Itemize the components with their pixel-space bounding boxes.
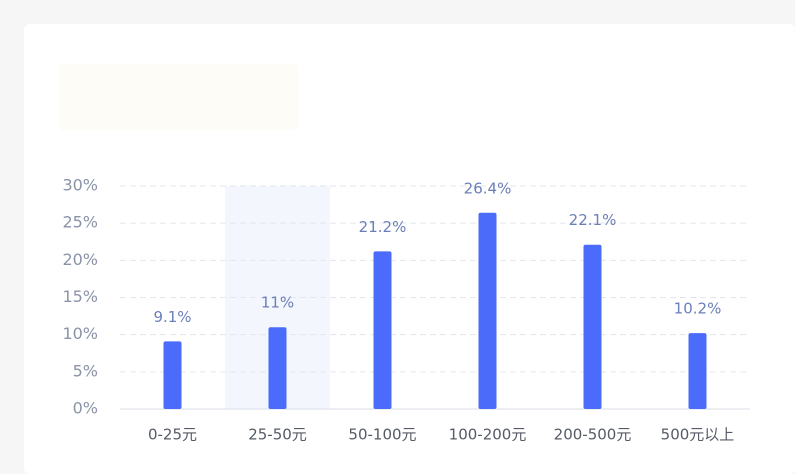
y-tick-label: 5% <box>73 361 98 380</box>
bar <box>478 212 497 409</box>
value-label: 21.2% <box>359 218 407 236</box>
x-tick-label: 0-25元 <box>148 426 197 444</box>
x-tick-label: 500元以上 <box>661 426 735 444</box>
value-label: 26.4% <box>464 179 512 197</box>
x-tick-label: 25-50元 <box>248 426 307 444</box>
y-tick-label: 30% <box>62 176 98 195</box>
bar <box>373 251 392 409</box>
y-tick-label: 10% <box>62 324 98 343</box>
y-tick-label: 25% <box>62 213 98 232</box>
title-placeholder <box>58 64 298 130</box>
y-tick-label: 15% <box>62 287 98 306</box>
value-label: 9.1% <box>153 308 191 326</box>
bar <box>163 341 182 409</box>
card <box>24 24 795 474</box>
y-tick-label: 20% <box>62 250 98 269</box>
bar <box>688 333 707 409</box>
bar <box>268 327 287 409</box>
x-tick-label: 100-200元 <box>449 426 527 444</box>
value-label: 22.1% <box>569 211 617 229</box>
value-label: 11% <box>261 294 294 312</box>
value-label: 10.2% <box>674 300 722 318</box>
bar <box>583 244 602 409</box>
x-tick-label: 200-500元 <box>554 426 632 444</box>
y-tick-label: 0% <box>73 399 98 418</box>
x-tick-label: 50-100元 <box>348 426 416 444</box>
